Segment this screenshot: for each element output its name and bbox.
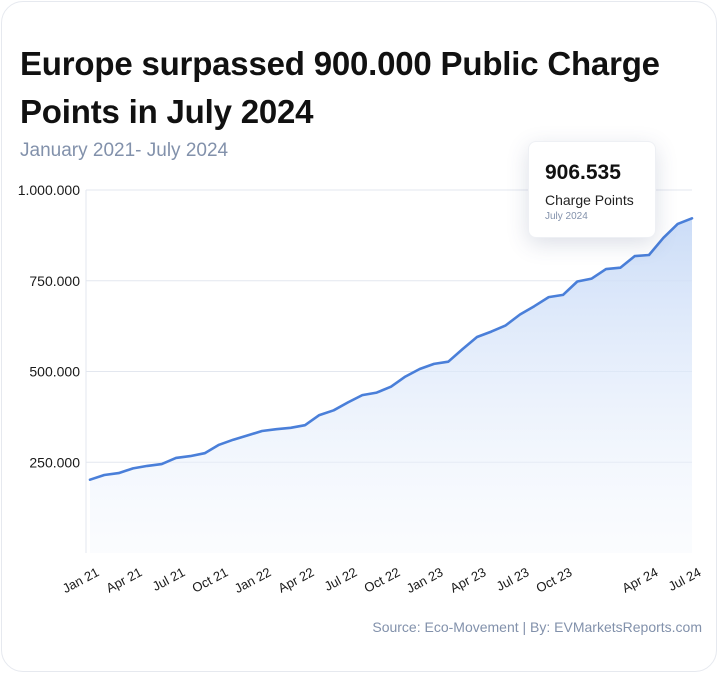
tooltip-label: Charge Points [545,192,634,208]
x-tick-label: Jul 21 [150,564,188,594]
tooltip-date: July 2024 [545,211,588,222]
x-tick-label: Jul 22 [322,564,360,594]
y-tick-label: 250.000 [29,454,80,470]
tooltip-value: 906.535 [545,161,621,184]
y-axis-ticks: 250.000 500.000 750.000 1.000.000 [18,182,81,470]
x-tick-label: Jan 23 [404,564,446,596]
y-tick-label: 500.000 [29,364,80,380]
x-tick-label: Jul 24 [666,564,704,594]
y-tick-label: 750.000 [29,273,80,289]
line-series-group [88,217,694,482]
x-tick-label: Jan 21 [60,564,102,596]
x-tick-label: Oct 21 [190,564,231,595]
x-axis-ticks: Jan 21 Apr 21 Jul 21 Oct 21 Jan 22 Apr 22 Jul … [60,564,704,596]
chart-title: Europe surpassed 900.000 Public Charge P… [20,45,660,130]
x-tick-label: Apr 23 [448,564,489,595]
x-tick-label: Oct 22 [362,564,403,595]
x-tick-label: Apr 21 [104,564,145,595]
x-tick-label: Jan 22 [232,564,274,596]
y-tick-label: 1.000.000 [18,182,80,198]
x-tick-label: Oct 23 [534,564,575,595]
x-tick-label: Jul 23 [494,564,532,594]
x-tick-label: Apr 22 [276,564,317,595]
chart-subtitle: January 2021- July 2024 [20,140,229,161]
value-tooltip: 906.535 Charge Points July 2024 [528,141,656,238]
x-tick-label: Apr 24 [620,564,661,595]
source-credit: Source: Eco-Movement | By: EVMarketsRepo… [372,619,702,635]
